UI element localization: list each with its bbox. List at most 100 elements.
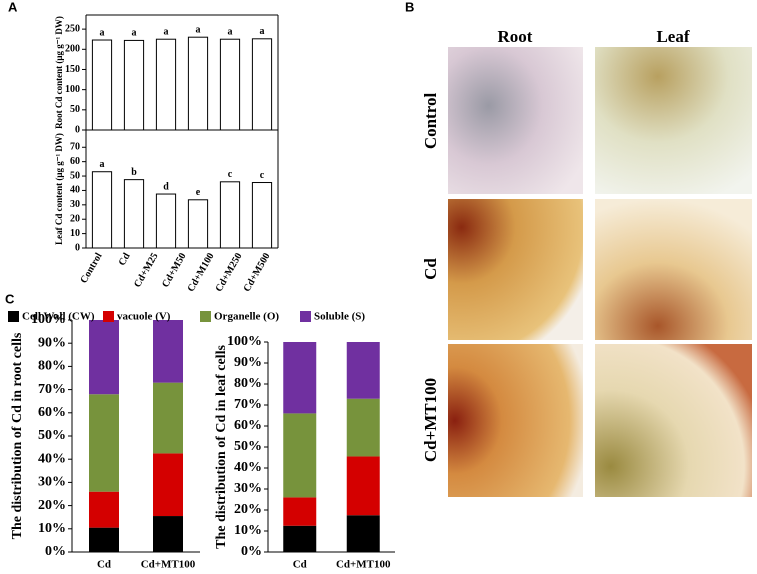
y-tick-label: 150 bbox=[65, 64, 80, 75]
y-tick-label: 30% bbox=[234, 481, 262, 496]
bar-segment bbox=[346, 398, 380, 457]
bar bbox=[155, 193, 177, 249]
y-tick-label: 30% bbox=[38, 475, 66, 490]
bar bbox=[251, 182, 273, 249]
x-tick-label: Cd bbox=[97, 559, 111, 571]
y-tick-label: 50% bbox=[38, 428, 66, 443]
y-tick-label: 100 bbox=[65, 84, 80, 95]
significance-letter: a bbox=[100, 159, 105, 170]
bar bbox=[123, 39, 145, 131]
bar-segment bbox=[153, 320, 183, 383]
y-tick-label: 20% bbox=[38, 498, 66, 513]
legend-swatch bbox=[200, 311, 211, 322]
bar-segment bbox=[89, 527, 119, 552]
legend-label: Cell Wall (CW) bbox=[22, 311, 95, 323]
y-axis-label: The distribution of Cd in leaf cells bbox=[214, 345, 229, 549]
micrograph bbox=[595, 344, 752, 497]
x-tick-label: Cd bbox=[117, 251, 133, 268]
x-tick-label: Cd+M500 bbox=[242, 251, 273, 294]
significance-letter: a bbox=[196, 24, 201, 35]
legend-label: Organelle (O) bbox=[214, 311, 279, 323]
significance-letter: a bbox=[260, 26, 265, 37]
column-label: Leaf bbox=[656, 27, 689, 46]
panel-label: B bbox=[405, 0, 414, 14]
y-tick-label: 30 bbox=[70, 199, 80, 210]
bar-segment bbox=[283, 342, 317, 414]
x-tick-label: Control bbox=[78, 251, 104, 285]
x-tick-label: Cd+M100 bbox=[186, 251, 217, 294]
y-axis-label: Root Cd content (μg g⁻¹ DW) bbox=[54, 16, 64, 129]
x-tick-label: Cd+M50 bbox=[160, 251, 188, 289]
y-tick-label: 60% bbox=[38, 405, 66, 420]
y-tick-label: 250 bbox=[65, 23, 80, 34]
bar-segment bbox=[89, 394, 119, 492]
panel-label: A bbox=[8, 0, 18, 14]
bar-segment bbox=[283, 413, 317, 498]
bar bbox=[187, 199, 209, 249]
bar bbox=[219, 38, 241, 131]
y-tick-label: 50 bbox=[70, 170, 80, 181]
y-tick-label: 40 bbox=[70, 185, 80, 196]
legend-swatch bbox=[103, 311, 114, 322]
y-tick-label: 20% bbox=[234, 502, 262, 517]
y-tick-label: 70% bbox=[234, 397, 262, 412]
y-tick-label: 70% bbox=[38, 382, 66, 397]
significance-letter: e bbox=[196, 187, 201, 198]
y-tick-label: 0% bbox=[45, 544, 66, 559]
legend-label: Soluble (S) bbox=[314, 311, 365, 323]
significance-letter: b bbox=[131, 167, 137, 178]
y-tick-label: 100% bbox=[227, 334, 262, 349]
y-tick-label: 60% bbox=[234, 418, 262, 433]
x-tick-label: Cd+M25 bbox=[132, 251, 160, 289]
row-label: Cd+MT100 bbox=[421, 378, 440, 462]
bar bbox=[91, 39, 113, 131]
bar bbox=[91, 171, 113, 249]
y-tick-label: 200 bbox=[65, 44, 80, 55]
legend-swatch bbox=[300, 311, 311, 322]
legend-label: vacuole (V) bbox=[117, 311, 171, 323]
bar-segment bbox=[153, 453, 183, 517]
column-label: Root bbox=[498, 27, 533, 46]
bar-segment bbox=[153, 382, 183, 454]
y-tick-label: 50 bbox=[70, 104, 80, 115]
y-tick-label: 90% bbox=[234, 355, 262, 370]
y-tick-label: 0 bbox=[75, 124, 80, 135]
y-axis-label: Leaf Cd content (μg g⁻¹ DW) bbox=[54, 133, 64, 245]
significance-letter: a bbox=[164, 27, 169, 38]
y-axis-label: The distribution of Cd in root cells bbox=[10, 332, 25, 539]
significance-letter: d bbox=[163, 181, 169, 192]
micrograph bbox=[448, 47, 583, 194]
bar-segment bbox=[346, 515, 380, 552]
y-tick-label: 80% bbox=[38, 359, 66, 374]
y-tick-label: 0 bbox=[75, 242, 80, 253]
y-tick-label: 70 bbox=[70, 142, 80, 153]
significance-letter: c bbox=[228, 169, 233, 180]
row-label: Control bbox=[421, 93, 440, 150]
bar-segment bbox=[153, 516, 183, 552]
x-tick-label: Cd+M250 bbox=[214, 251, 245, 294]
bar-segment bbox=[283, 497, 317, 526]
legend-swatch bbox=[8, 311, 19, 322]
bar-segment bbox=[283, 525, 317, 552]
y-tick-label: 40% bbox=[234, 460, 262, 475]
y-tick-label: 100% bbox=[31, 312, 66, 327]
y-tick-label: 10% bbox=[234, 523, 262, 538]
micrographs bbox=[448, 47, 752, 497]
significance-letter: c bbox=[260, 170, 265, 181]
bar-segment bbox=[346, 342, 380, 399]
bar-segment bbox=[346, 456, 380, 516]
x-tick-label: Cd bbox=[293, 559, 307, 571]
significance-letter: a bbox=[132, 28, 137, 39]
bar bbox=[251, 38, 273, 131]
bar bbox=[123, 179, 145, 249]
micrograph bbox=[448, 199, 583, 340]
micrograph bbox=[595, 199, 752, 340]
micrograph bbox=[595, 47, 752, 194]
y-tick-label: 0% bbox=[241, 544, 262, 559]
y-tick-label: 40% bbox=[38, 451, 66, 466]
y-tick-label: 20 bbox=[70, 214, 80, 225]
y-tick-label: 10% bbox=[38, 521, 66, 536]
x-tick-label: Cd+MT100 bbox=[141, 559, 196, 571]
bar-segment bbox=[89, 491, 119, 528]
